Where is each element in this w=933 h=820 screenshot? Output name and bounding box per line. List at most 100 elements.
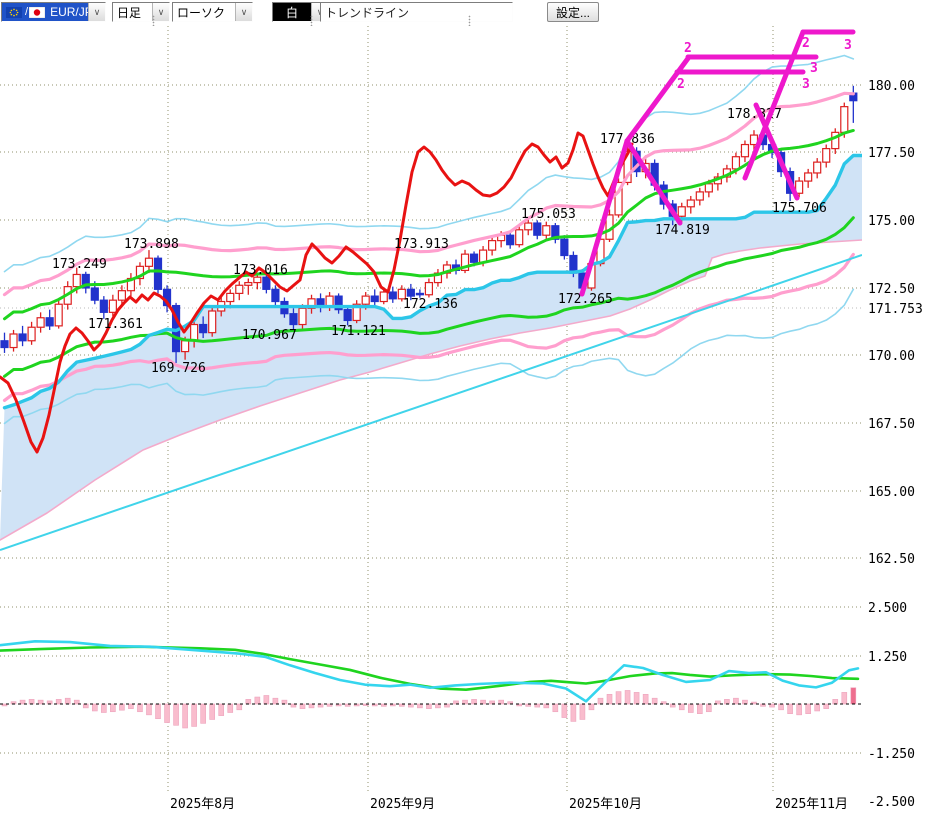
macd-hist-bar: [534, 703, 541, 708]
swing-price-label: 174.819: [655, 223, 710, 238]
candle-body: [840, 106, 849, 133]
macd-hist-bar: [751, 701, 757, 705]
candle-body: [424, 281, 434, 296]
candle-body: [262, 276, 271, 290]
candle-body: [478, 249, 488, 263]
trendline-drawings: 222 333: [579, 29, 856, 297]
y-axis-label: 175.00: [868, 214, 915, 229]
candle-body: [695, 191, 704, 201]
chevron-down-icon[interactable]: ∨: [88, 3, 105, 21]
candle-body: [488, 240, 497, 251]
toolbar-grip[interactable]: [468, 15, 471, 26]
candle-body: [542, 225, 551, 236]
chevron-down-icon[interactable]: ∨: [152, 3, 169, 21]
candle-body: [813, 161, 822, 174]
drawn-trendline[interactable]: [624, 138, 683, 226]
chevron-down-icon[interactable]: ∨: [235, 3, 252, 21]
macd-hist-bar: [462, 699, 468, 705]
macd-hist-bar: [173, 703, 179, 726]
macd-hist-bar: [651, 697, 658, 705]
macd-hist-bar: [543, 703, 550, 709]
candle-body: [352, 303, 361, 322]
toolbar: / EUR/JPY ∨ 日足 ∨ ローソク ∨ 白 ∨ 設定...: [0, 0, 933, 26]
macd-hist-bar: [633, 692, 640, 705]
drawn-trendline[interactable]: [753, 102, 800, 201]
chart-type-combo[interactable]: ローソク ∨: [172, 2, 253, 22]
candle-body: [370, 295, 379, 303]
toolbar-grip[interactable]: [310, 15, 313, 26]
swing-price-label: 171.121: [331, 324, 386, 339]
macd-hist-bar: [588, 703, 595, 711]
y-axis-label: 2.500: [868, 601, 907, 616]
x-axis-month-label: 2025年11月: [775, 797, 848, 812]
drawn-trendline[interactable]: [579, 138, 630, 297]
jp-flag-icon: [28, 6, 46, 18]
macd-hist-bar: [299, 703, 306, 709]
y-axis-label: 162.50: [868, 552, 915, 567]
candle-body: [614, 181, 623, 216]
macd-hist-bar: [101, 703, 107, 713]
y-axis-label: 177.50: [868, 146, 915, 161]
candle-body: [515, 229, 524, 246]
trendline-number-label: 2: [684, 41, 692, 56]
macd-hist-bar: [200, 703, 206, 724]
macd-hist-bar: [570, 703, 577, 722]
candle-body: [795, 180, 804, 194]
candle-body: [135, 265, 145, 280]
candle-body: [289, 313, 298, 326]
candle-body: [560, 238, 569, 257]
candle-body: [298, 307, 307, 326]
macd-hist-bar: [272, 697, 279, 705]
long-trendline[interactable]: [0, 254, 862, 551]
macd-hist-bar: [236, 703, 243, 711]
macd-hist-bar: [73, 699, 80, 705]
candle-body: [181, 340, 190, 353]
eu-flag-icon: [6, 6, 22, 18]
macd-hist-bar: [606, 694, 613, 705]
macd-hist-bar: [19, 699, 26, 705]
macd-hist-bar: [326, 703, 333, 707]
candle-body: [18, 333, 27, 342]
x-axis-month-label: 2025年9月: [370, 797, 435, 812]
candle-body: [397, 288, 406, 300]
macd-hist-bar: [64, 697, 71, 705]
swing-price-label: 173.913: [394, 237, 449, 252]
trendline-tool-field[interactable]: [320, 2, 513, 22]
settings-button[interactable]: 設定...: [547, 2, 599, 22]
trendline-number-label: 3: [810, 61, 818, 76]
period-combo[interactable]: 日足 ∨: [112, 2, 170, 22]
flag-separator: /: [25, 6, 29, 18]
candle-body: [831, 131, 840, 150]
drawn-trendline[interactable]: [742, 29, 806, 181]
macd-hist-bar: [480, 699, 486, 705]
candle-body: [343, 309, 352, 322]
candle-body: [334, 295, 343, 311]
macd-hist-bar: [155, 703, 161, 720]
candle-body: [199, 323, 208, 334]
candle-body: [686, 199, 695, 208]
candle-body: [704, 183, 713, 193]
macd-hist-bar: [805, 703, 811, 714]
macd-hist-bar: [362, 703, 369, 706]
kijun-line: [2, 153, 862, 410]
candle-body: [469, 253, 479, 263]
trendline-number-label: 3: [802, 77, 810, 92]
trendline-number-label: 2: [677, 77, 685, 92]
macd-hist-bar: [733, 697, 739, 705]
x-axis-month-label: 2025年8月: [170, 797, 235, 812]
candle-body: [406, 288, 415, 297]
macd-hist-bar: [841, 692, 848, 705]
swing-price-label: 172.265: [558, 292, 613, 307]
swing-price-label: 173.898: [124, 237, 179, 252]
macd-hist-bar: [308, 703, 315, 709]
candle-body: [208, 310, 217, 334]
toolbar-grip[interactable]: [152, 15, 155, 26]
candle-body: [731, 156, 741, 170]
macd-hist-bar: [254, 696, 261, 705]
symbol-combo[interactable]: / EUR/JPY ∨: [1, 2, 106, 22]
macd-hist-bar: [110, 703, 116, 713]
macd-hist-bar: [552, 703, 559, 713]
ichimoku-cloud: [0, 155, 862, 541]
macd-hist-bar: [281, 699, 288, 705]
